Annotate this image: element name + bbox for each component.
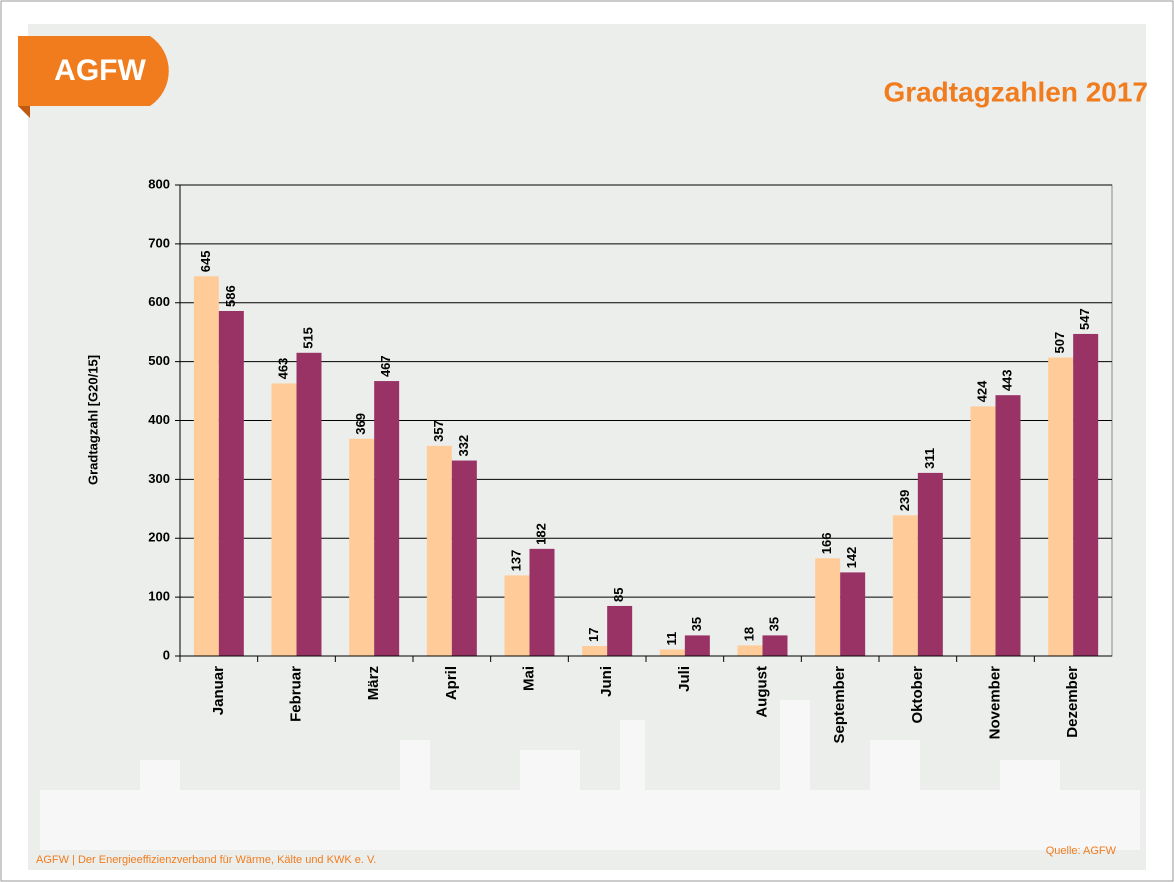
x-tick-label: November <box>986 666 1003 740</box>
y-tick-label: 0 <box>163 647 170 662</box>
y-tick-label: 300 <box>148 471 170 486</box>
value-label: 239 <box>897 490 912 512</box>
value-label: 18 <box>741 627 756 641</box>
bar <box>892 515 918 656</box>
value-label: 35 <box>689 617 704 631</box>
logo-badge <box>18 36 169 106</box>
y-axis-label: Gradtagzahl [G20/15] <box>85 355 100 485</box>
value-label: 311 <box>922 448 937 469</box>
x-tick-label: Mai <box>520 666 537 691</box>
value-label: 586 <box>223 285 238 307</box>
x-tick-label: September <box>831 666 848 744</box>
value-label: 166 <box>819 533 834 555</box>
value-label: 547 <box>1077 308 1092 330</box>
x-tick-label: Juni <box>598 666 615 697</box>
value-label: 142 <box>844 547 859 569</box>
bar <box>737 645 763 656</box>
chart-title: Gradtagzahlen 2017 <box>883 76 1148 107</box>
y-tick-label: 100 <box>148 589 170 604</box>
bar <box>374 381 400 656</box>
value-label: 182 <box>533 523 548 545</box>
bar <box>995 395 1021 656</box>
value-label: 463 <box>275 358 290 380</box>
y-tick-label: 700 <box>148 235 170 250</box>
bar <box>193 276 219 656</box>
value-label: 11 <box>664 632 679 646</box>
value-label: 515 <box>300 327 315 349</box>
x-tick-label: Januar <box>210 666 227 715</box>
logo: AGFW <box>54 54 146 87</box>
source: Quelle: AGFW <box>1046 845 1117 857</box>
x-tick-label: August <box>753 666 770 718</box>
x-tick-label: März <box>365 666 382 700</box>
bar <box>349 438 375 656</box>
y-tick-label: 600 <box>148 294 170 309</box>
bar <box>582 645 608 656</box>
bar <box>970 406 996 656</box>
bar <box>840 572 866 656</box>
value-label: 443 <box>999 369 1014 391</box>
value-label: 369 <box>353 413 368 435</box>
bar <box>218 310 244 656</box>
value-label: 35 <box>766 617 781 631</box>
value-label: 424 <box>974 380 989 402</box>
bar <box>1073 333 1099 656</box>
logo-fold <box>18 106 30 118</box>
x-tick-label: Februar <box>287 666 304 722</box>
bar <box>607 605 633 656</box>
x-tick-label: April <box>443 666 460 700</box>
value-label: 467 <box>378 355 393 377</box>
footer: AGFW | Der Energieeffizienzverband für W… <box>36 854 376 866</box>
x-tick-label: Juli <box>676 666 693 692</box>
y-tick-label: 400 <box>148 412 170 427</box>
bar <box>815 558 841 656</box>
bar <box>917 472 943 656</box>
bar <box>504 575 530 656</box>
value-label: 137 <box>508 550 523 572</box>
value-label: 645 <box>198 251 213 273</box>
y-tick-label: 200 <box>148 530 170 545</box>
bar <box>271 383 297 656</box>
bar <box>1048 357 1074 656</box>
bar <box>451 460 477 656</box>
x-tick-label: Oktober <box>909 666 926 724</box>
bar <box>426 445 452 656</box>
bar <box>659 649 685 656</box>
value-label: 85 <box>611 587 626 601</box>
value-label: 17 <box>586 628 601 642</box>
x-tick-label: Dezember <box>1064 666 1081 738</box>
bar <box>529 548 555 656</box>
bar <box>762 635 788 656</box>
skyline <box>40 700 1140 850</box>
bar <box>296 352 322 656</box>
y-tick-label: 800 <box>148 176 170 191</box>
y-tick-label: 500 <box>148 353 170 368</box>
value-label: 332 <box>456 435 471 457</box>
bar <box>684 635 710 656</box>
value-label: 357 <box>431 420 446 442</box>
value-label: 507 <box>1052 332 1067 354</box>
